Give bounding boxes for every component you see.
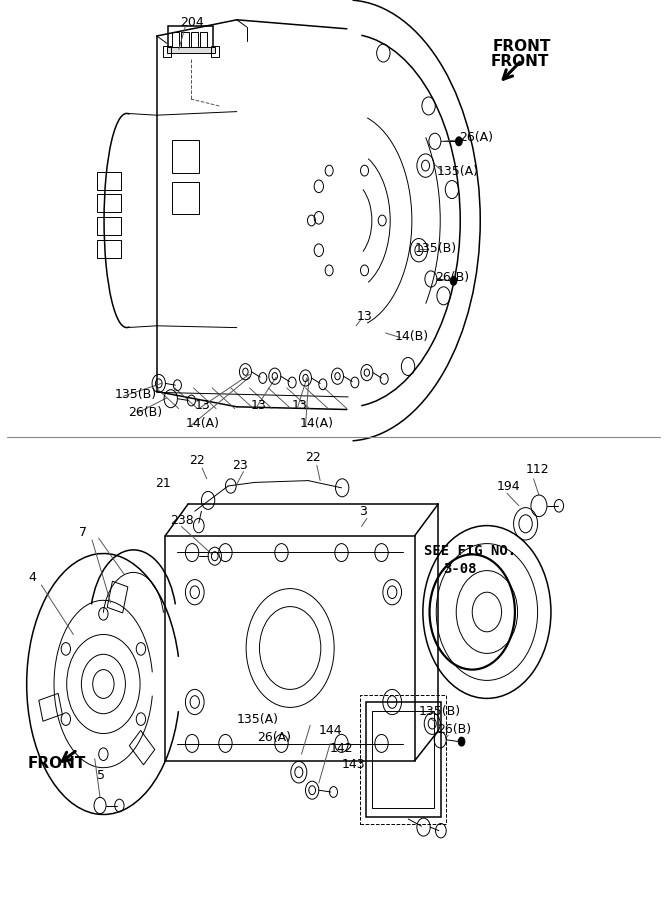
Text: 204: 204 — [180, 16, 204, 29]
Bar — [211, 46, 219, 57]
Text: 5: 5 — [97, 770, 105, 782]
Text: 13: 13 — [195, 400, 211, 412]
Text: 22: 22 — [305, 451, 321, 464]
Text: FRONT: FRONT — [28, 756, 87, 770]
Text: 135(B): 135(B) — [115, 388, 157, 400]
Bar — [172, 182, 199, 214]
Bar — [167, 47, 215, 53]
Text: 135(A): 135(A) — [237, 714, 279, 726]
Bar — [360, 695, 446, 824]
Text: 14(B): 14(B) — [395, 330, 429, 343]
Text: 14(A): 14(A) — [300, 418, 334, 430]
Bar — [372, 711, 434, 808]
Bar — [200, 32, 207, 47]
Circle shape — [458, 737, 465, 746]
Text: 143: 143 — [342, 759, 365, 771]
Text: 26(B): 26(B) — [437, 723, 471, 735]
Text: 135(B): 135(B) — [415, 242, 457, 255]
Text: FRONT: FRONT — [492, 39, 551, 54]
Text: 13: 13 — [292, 400, 308, 412]
Text: 112: 112 — [526, 464, 549, 476]
Bar — [97, 194, 121, 212]
Bar — [168, 26, 213, 50]
Text: 144: 144 — [319, 724, 342, 737]
Text: 21: 21 — [155, 477, 171, 490]
Text: 194: 194 — [497, 480, 520, 492]
Text: 22: 22 — [189, 454, 205, 467]
Circle shape — [450, 276, 457, 285]
Text: SEE FIG NO.: SEE FIG NO. — [424, 544, 516, 558]
Bar — [191, 32, 198, 47]
Text: 14(A): 14(A) — [185, 418, 219, 430]
Bar — [97, 240, 121, 258]
Bar — [163, 46, 171, 57]
Text: 13: 13 — [357, 310, 373, 323]
Text: 142: 142 — [330, 742, 354, 755]
Text: 135(B): 135(B) — [419, 705, 461, 717]
Text: 26(B): 26(B) — [435, 271, 469, 284]
Bar — [172, 140, 199, 173]
Text: 238: 238 — [170, 514, 194, 526]
Text: 4: 4 — [29, 572, 37, 584]
Bar — [97, 172, 121, 190]
Text: 26(A): 26(A) — [459, 131, 493, 144]
Circle shape — [456, 137, 462, 146]
Text: FRONT: FRONT — [490, 54, 549, 68]
Bar — [181, 32, 189, 47]
Bar — [172, 32, 179, 47]
Text: 3: 3 — [359, 505, 367, 518]
Text: 26(A): 26(A) — [257, 732, 291, 744]
Text: 3-08: 3-08 — [444, 562, 477, 576]
Bar — [366, 702, 441, 817]
Text: 26(B): 26(B) — [128, 406, 162, 419]
Bar — [97, 217, 121, 235]
Text: 23: 23 — [232, 459, 248, 472]
Text: 13: 13 — [251, 400, 267, 412]
Text: 7: 7 — [79, 526, 87, 539]
Text: 135(A): 135(A) — [437, 165, 479, 177]
